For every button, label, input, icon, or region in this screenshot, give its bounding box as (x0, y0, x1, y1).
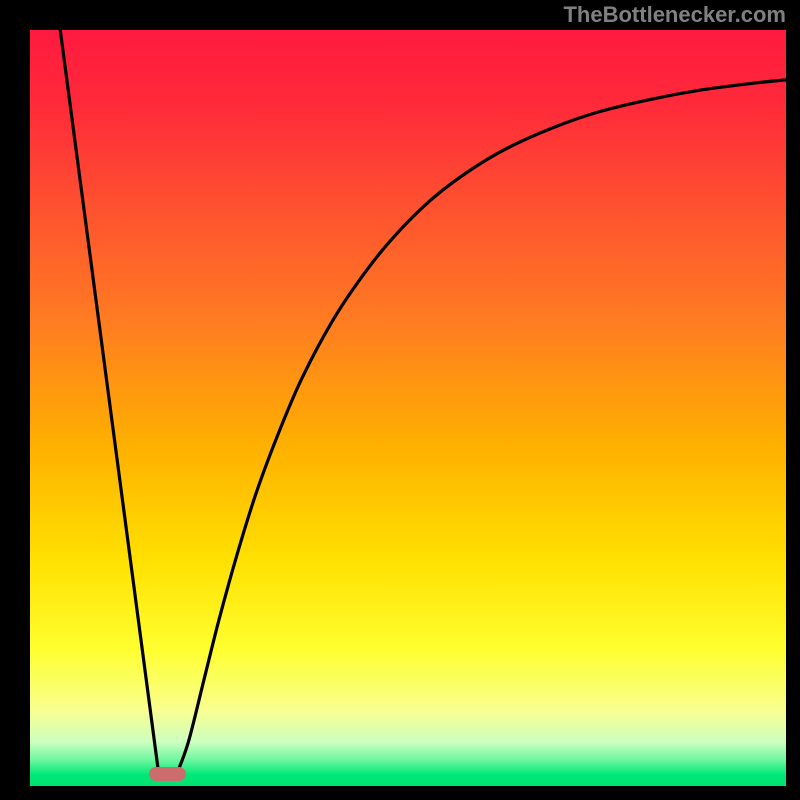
gradient-background (30, 30, 786, 786)
optimum-marker (149, 767, 187, 781)
plot-svg (30, 30, 786, 786)
watermark-label: TheBottlenecker.com (563, 2, 786, 28)
plot-area (30, 30, 786, 786)
